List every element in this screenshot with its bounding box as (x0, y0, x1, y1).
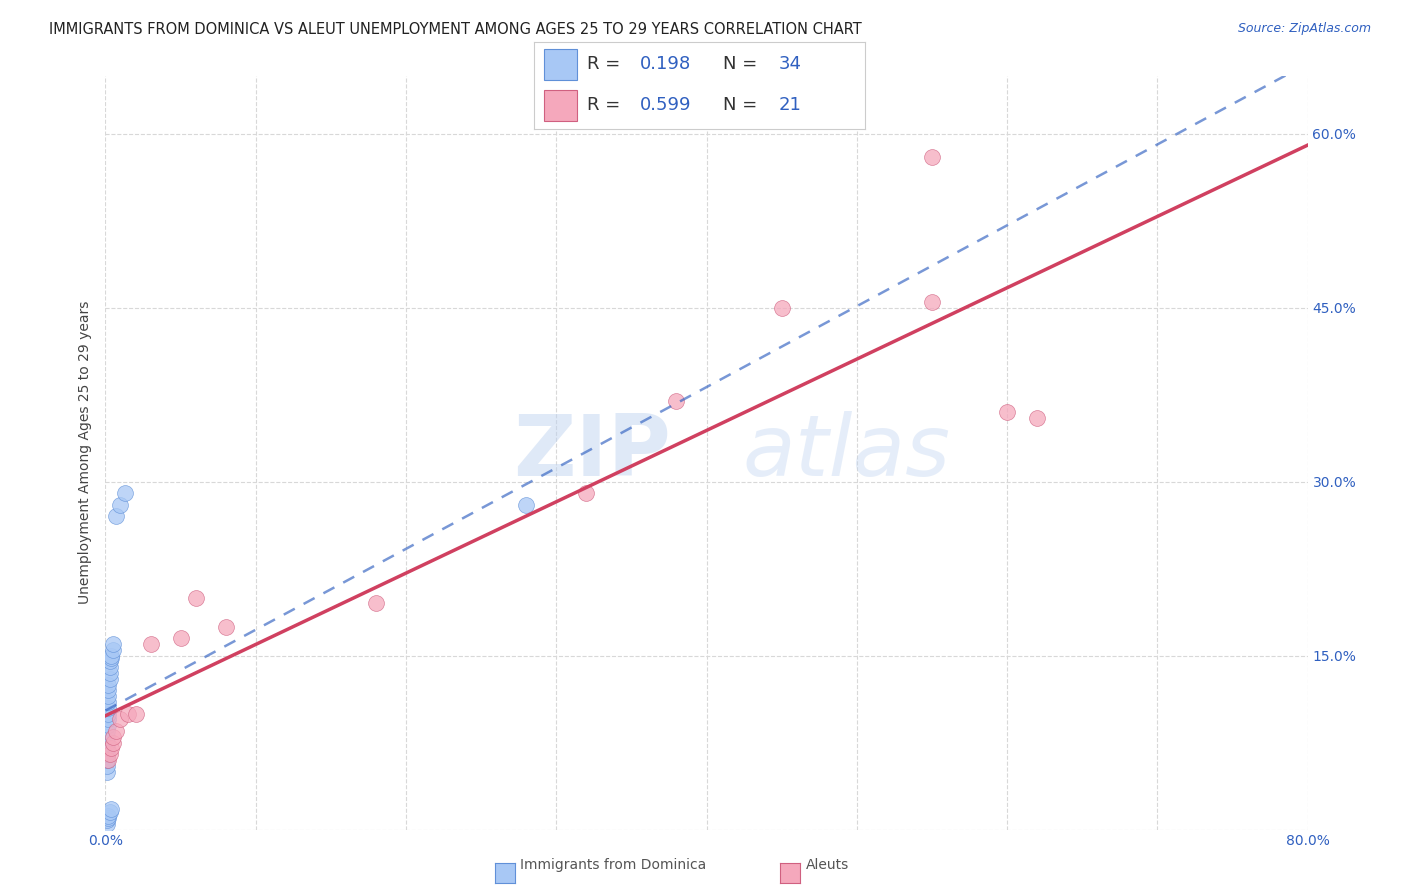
Point (104, 723, 127, 738)
Point (100, 802, 122, 816)
Point (184, 591, 207, 605)
Text: R =: R = (588, 55, 620, 73)
Text: Aleuts: Aleuts (806, 858, 849, 872)
Point (169, 631, 191, 645)
Text: R =: R = (588, 96, 620, 114)
Point (96, 758, 118, 772)
Point (995, 405, 1018, 419)
Point (101, 642, 124, 657)
Point (98, 805, 121, 819)
Point (364, 596, 387, 610)
Point (124, 706, 146, 721)
Point (98, 672, 121, 686)
Point (921, 294, 943, 310)
Point (114, 486, 136, 500)
Point (770, 301, 793, 315)
Point (96, 747, 118, 761)
Point (665, 393, 688, 408)
Text: 34: 34 (779, 55, 801, 73)
Point (98, 655, 121, 669)
Point (97, 689, 120, 703)
Point (101, 730, 124, 744)
Point (100, 648, 122, 663)
Point (97, 718, 120, 732)
Point (98, 665, 121, 680)
Point (97, 683, 120, 698)
Point (100, 741, 122, 756)
Point (117, 706, 139, 721)
Y-axis label: Unemployment Among Ages 25 to 29 years: Unemployment Among Ages 25 to 29 years (79, 301, 93, 605)
Point (97, 678, 120, 692)
Point (96, 817, 118, 831)
Point (921, 150, 943, 164)
Text: 0.198: 0.198 (640, 55, 692, 73)
Text: N =: N = (723, 96, 756, 114)
Point (98, 747, 121, 761)
Text: N =: N = (723, 55, 756, 73)
Point (98, 660, 121, 674)
Point (97, 811, 120, 825)
Point (101, 735, 124, 749)
Point (96, 741, 118, 756)
Point (96, 753, 118, 767)
Text: Source: ZipAtlas.com: Source: ZipAtlas.com (1237, 22, 1371, 36)
Point (110, 498, 132, 512)
Point (101, 637, 124, 651)
Point (96, 814, 118, 828)
Point (96, 723, 118, 738)
Point (214, 619, 236, 633)
Point (110, 712, 132, 726)
Text: 21: 21 (779, 96, 801, 114)
Text: IMMIGRANTS FROM DOMINICA VS ALEUT UNEMPLOYMENT AMONG AGES 25 TO 29 YEARS CORRELA: IMMIGRANTS FROM DOMINICA VS ALEUT UNEMPL… (49, 22, 862, 37)
Point (97, 712, 120, 726)
Point (96, 764, 118, 779)
Point (97, 695, 120, 709)
Point (97, 808, 120, 822)
Point (97, 701, 120, 715)
Point (139, 637, 162, 651)
Point (96, 735, 118, 749)
Text: atlas: atlas (742, 411, 950, 494)
Bar (544, 49, 578, 79)
Bar (544, 90, 578, 120)
Point (1026, 410, 1049, 425)
Text: Immigrants from Dominica: Immigrants from Dominica (520, 858, 706, 872)
Point (515, 498, 537, 512)
Point (97, 753, 120, 767)
Point (575, 486, 598, 500)
Point (97, 706, 120, 721)
Text: 0.599: 0.599 (640, 96, 692, 114)
Point (104, 509, 127, 524)
Point (100, 651, 122, 665)
Text: ZIP: ZIP (513, 411, 671, 494)
Point (96, 730, 118, 744)
